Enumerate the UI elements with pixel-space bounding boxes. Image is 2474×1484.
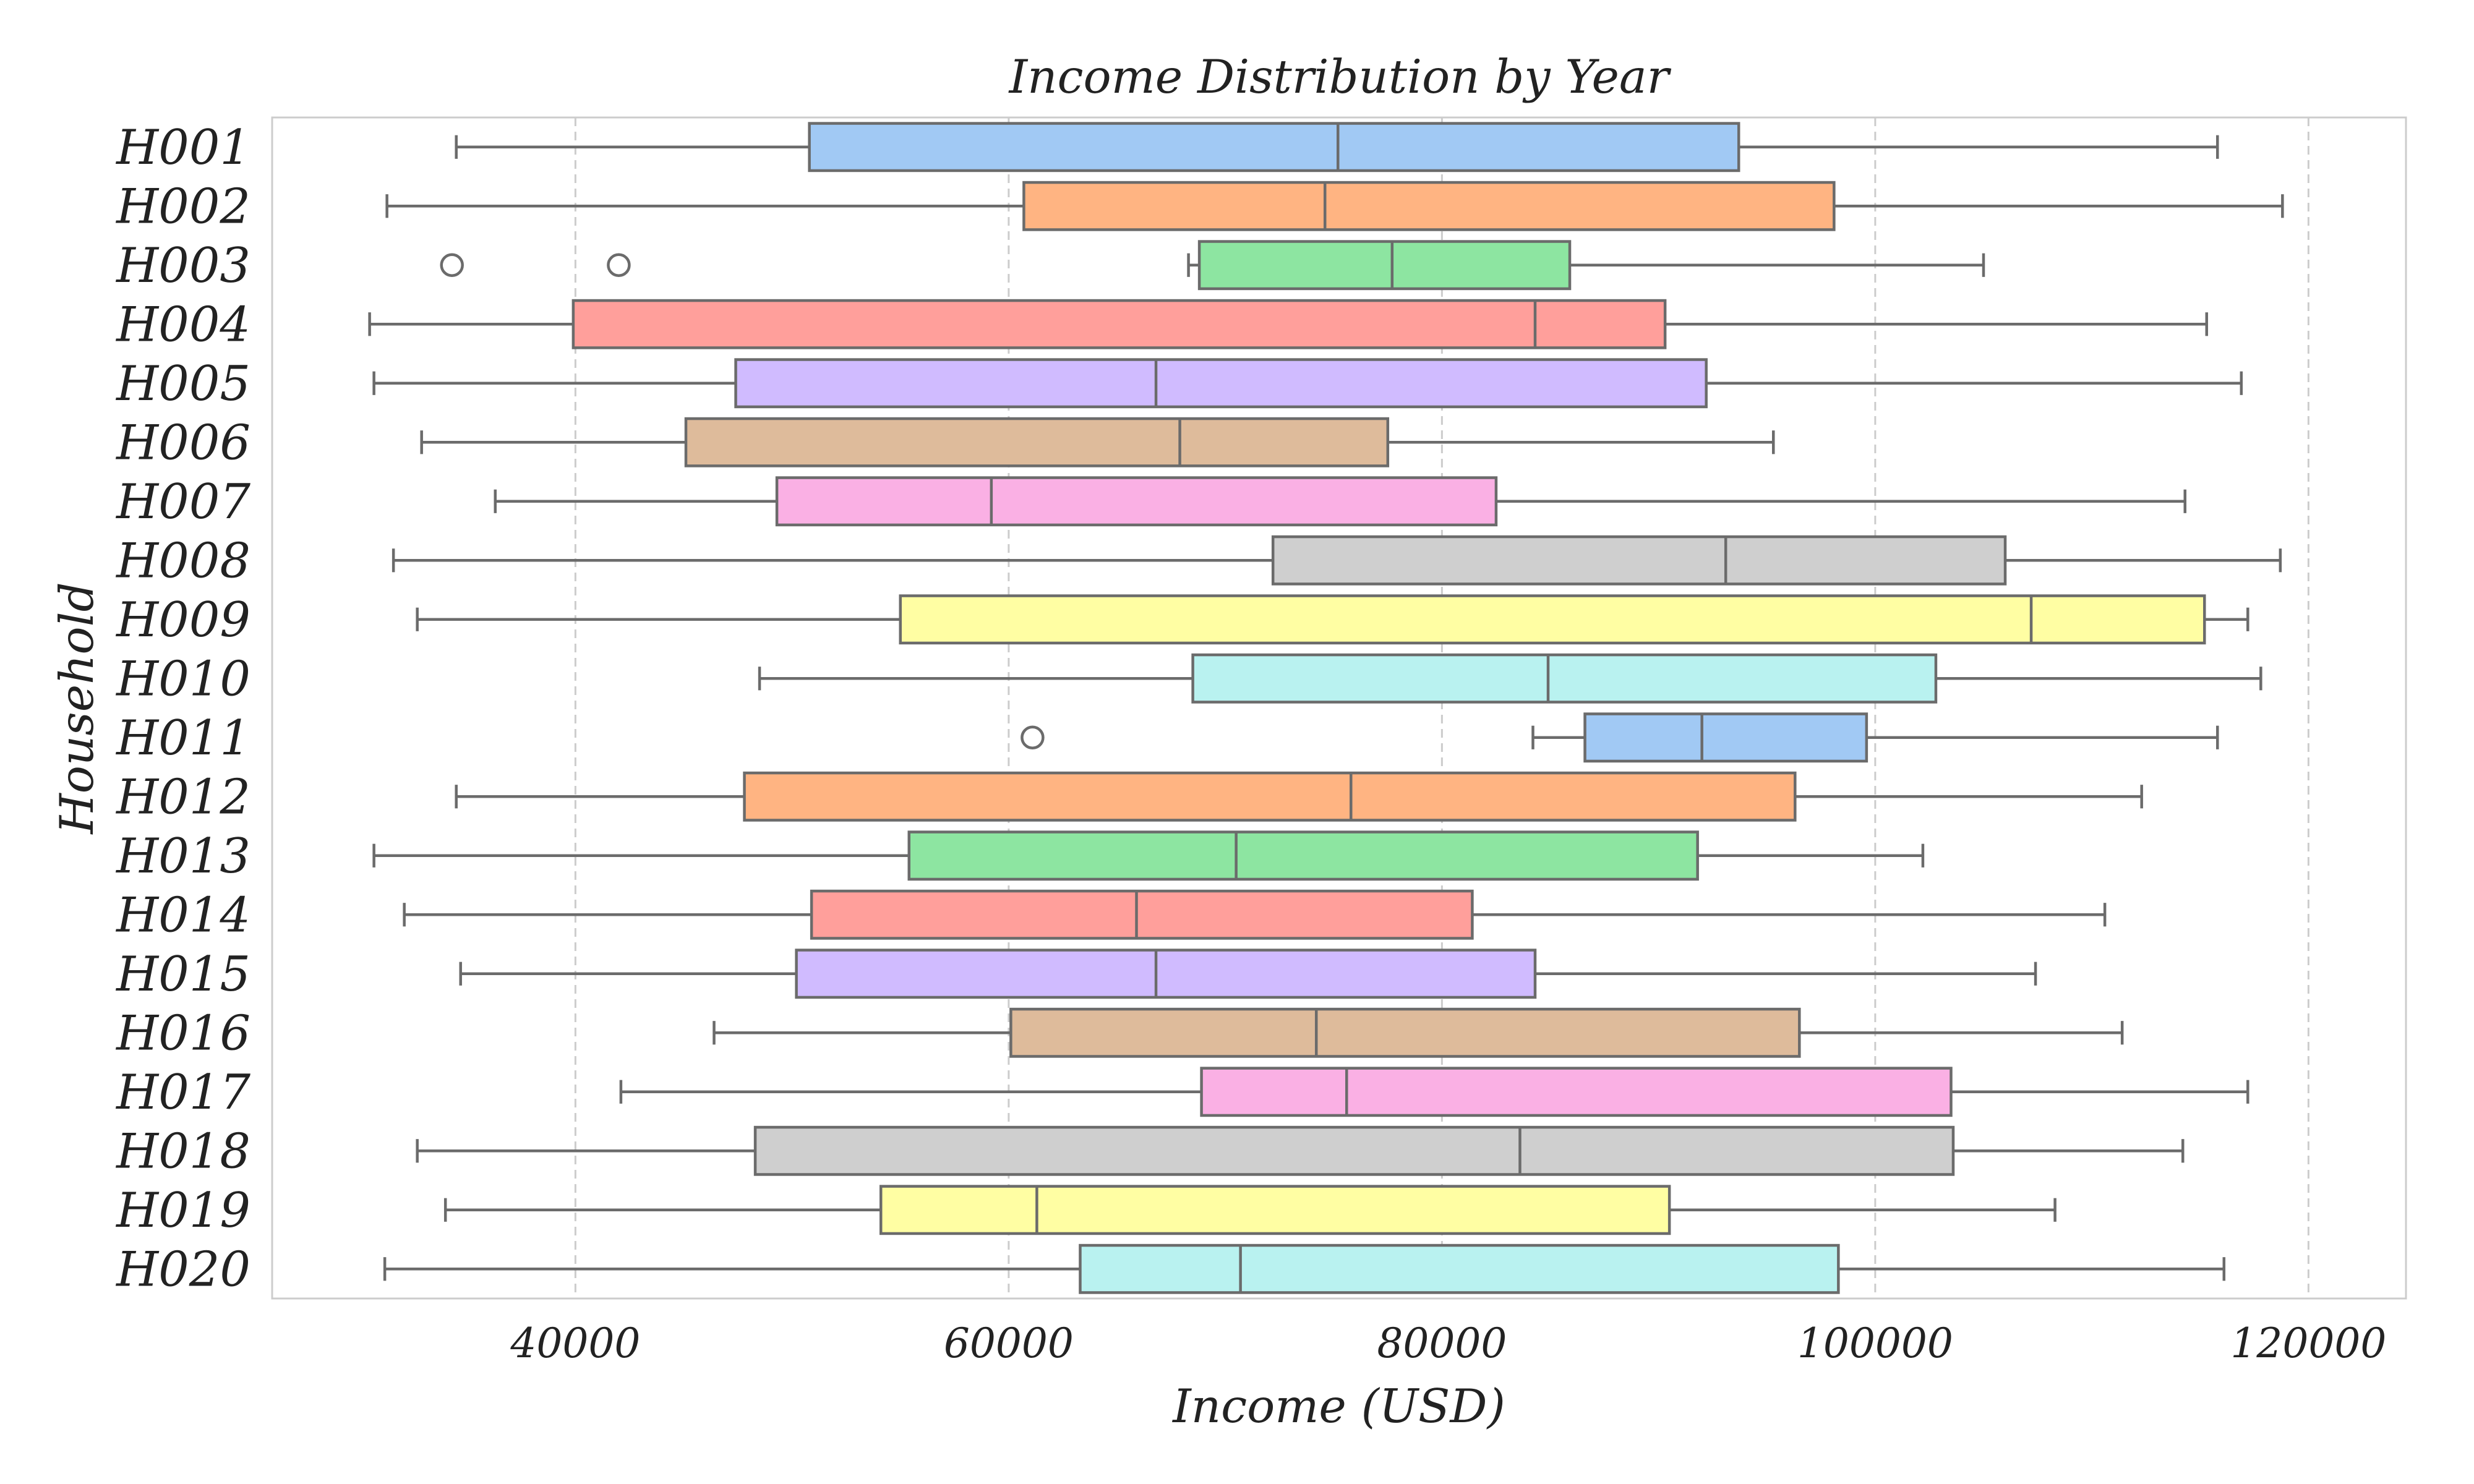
outlier-point — [1021, 725, 1045, 749]
y-tick-label: H016 — [115, 1005, 250, 1061]
iqr-box — [775, 476, 1498, 527]
iqr-box — [1200, 1067, 1953, 1117]
x-tick-label: 120000 — [2230, 1320, 2386, 1367]
y-axis-label: Household — [49, 582, 104, 835]
y-tick-label: H005 — [115, 356, 250, 412]
y-tick-label: H011 — [115, 710, 250, 766]
box-h020 — [383, 1243, 2226, 1294]
box-layer — [368, 122, 2284, 1294]
y-tick-label: H009 — [115, 592, 250, 648]
outlier-point — [607, 253, 631, 277]
y-tick-label: H018 — [115, 1124, 250, 1179]
chart-title: Income Distribution by Year — [1008, 49, 1672, 104]
x-tick-labels: 40000 60000 80000 100000 120000 — [510, 1320, 2386, 1367]
box-h015 — [459, 949, 2037, 999]
box-h018 — [416, 1125, 2185, 1176]
box-h017 — [619, 1067, 2249, 1117]
iqr-box — [1009, 1007, 1801, 1058]
iqr-box — [734, 358, 1708, 409]
iqr-box — [684, 417, 1390, 467]
y-tick-label: H019 — [115, 1183, 250, 1239]
grid-layer — [574, 117, 2309, 1298]
y-tick-label: H012 — [115, 769, 250, 825]
y-tick-labels: H001H002H003H004H005H006H007H008H009H010… — [115, 120, 250, 1298]
y-tick-label: H007 — [115, 474, 250, 530]
y-tick-label: H017 — [115, 1065, 250, 1120]
y-tick-label: H006 — [115, 415, 250, 471]
box-h001 — [455, 122, 2219, 173]
box-h011 — [1021, 712, 2219, 763]
outlier-point — [440, 253, 464, 277]
y-tick-label: H010 — [115, 651, 250, 707]
box-h016 — [713, 1007, 2124, 1058]
plot-frame — [271, 116, 2407, 1300]
x-tick-label: 40000 — [510, 1320, 640, 1367]
box-h012 — [455, 771, 2143, 822]
box-h009 — [416, 594, 2249, 645]
box-h013 — [372, 830, 1925, 881]
iqr-box — [1197, 240, 1572, 291]
box-h006 — [420, 417, 1775, 467]
box-h003 — [440, 240, 1985, 291]
box-h005 — [372, 358, 2243, 409]
y-tick-label: H013 — [115, 829, 250, 884]
iqr-box — [1583, 712, 1868, 763]
iqr-box — [810, 889, 1474, 940]
iqr-box — [808, 122, 1740, 173]
box-h019 — [443, 1185, 2057, 1235]
y-tick-label: H020 — [115, 1242, 250, 1297]
iqr-box — [1079, 1243, 1840, 1294]
x-axis-label: Income (USD) — [1171, 1379, 1505, 1433]
box-h002 — [385, 181, 2284, 231]
box-h007 — [494, 476, 2186, 527]
iqr-box — [899, 594, 2206, 645]
iqr-box — [907, 830, 1699, 881]
iqr-box — [1022, 181, 1836, 231]
iqr-box — [795, 949, 1537, 999]
iqr-box — [753, 1125, 1955, 1176]
iqr-box — [1271, 535, 2007, 586]
y-tick-label: H008 — [115, 533, 250, 589]
y-tick-label: H004 — [115, 297, 250, 352]
x-tick-label: 80000 — [1377, 1320, 1507, 1367]
y-tick-label: H002 — [115, 179, 250, 234]
iqr-box — [743, 771, 1797, 822]
box-h008 — [392, 535, 2282, 586]
box-h004 — [368, 299, 2209, 349]
iqr-box — [879, 1185, 1671, 1235]
y-tick-label: H001 — [115, 120, 250, 176]
y-tick-label: H015 — [115, 947, 250, 1002]
iqr-box — [1191, 653, 1938, 704]
x-tick-label: 60000 — [944, 1320, 1074, 1367]
y-tick-label: H003 — [115, 238, 250, 294]
y-tick-label: H014 — [115, 887, 250, 943]
x-tick-label: 100000 — [1797, 1320, 1953, 1367]
box-h014 — [403, 889, 2107, 940]
box-h010 — [758, 653, 2262, 704]
iqr-box — [571, 299, 1667, 349]
